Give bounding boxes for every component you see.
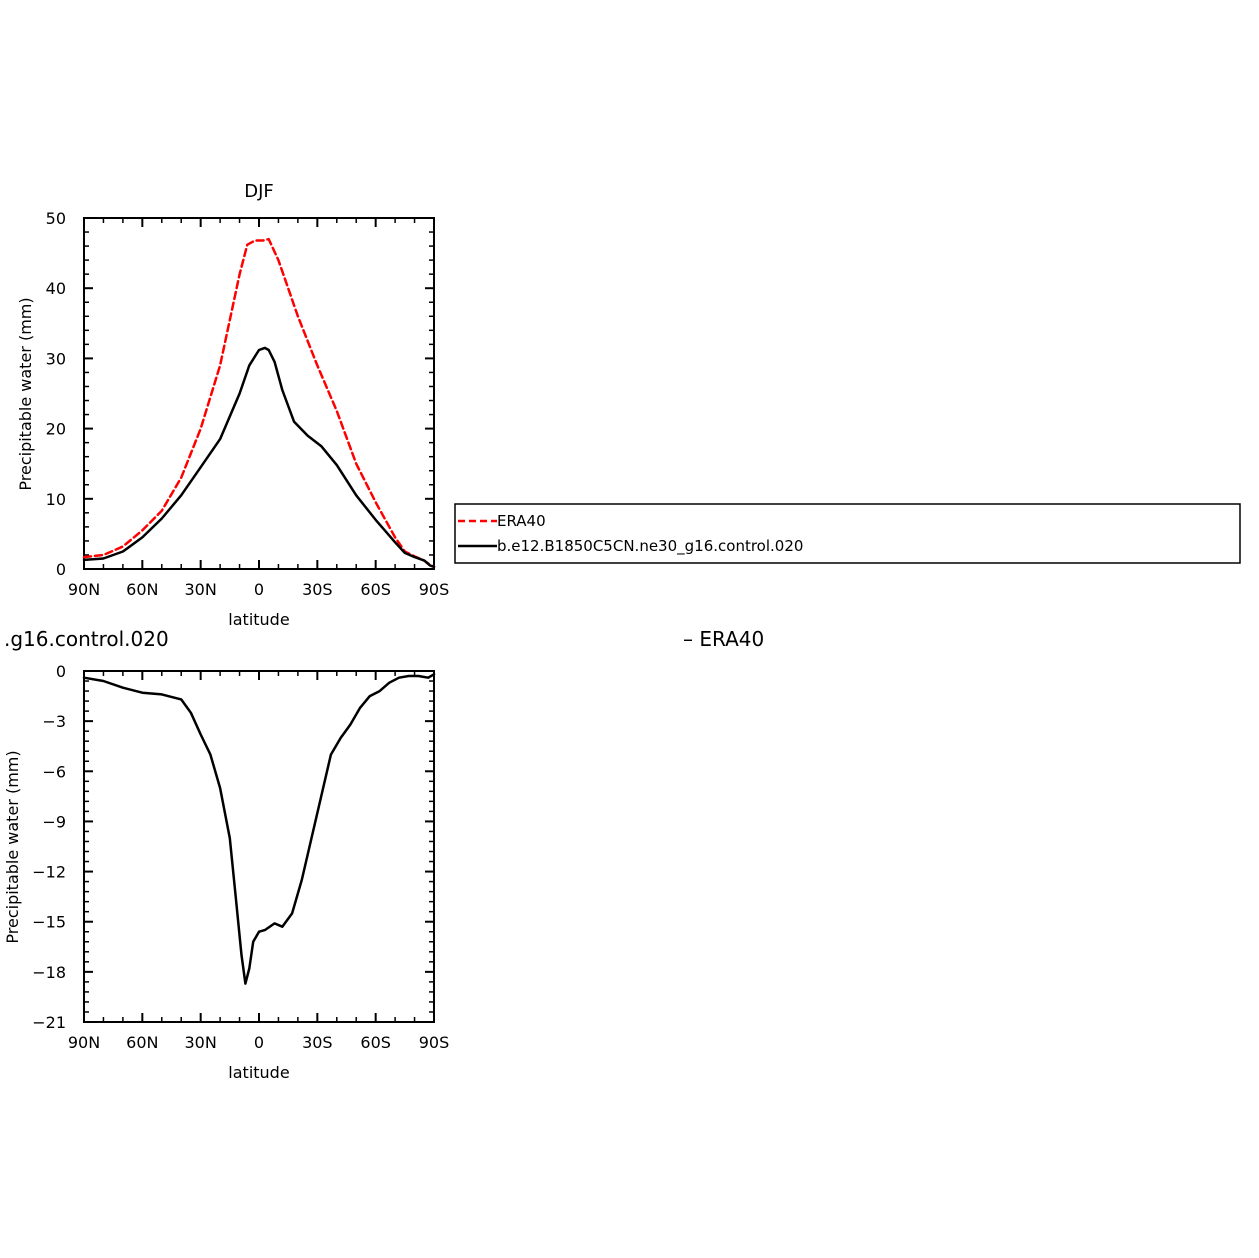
bottom-title-fragment-right: – ERA40 <box>683 627 764 651</box>
top-chart-title: DJF <box>244 181 274 202</box>
bottom-y-tick-label: −12 <box>32 863 66 882</box>
top-x-tick-label: 30N <box>185 580 217 599</box>
bottom-axis-ticks: 90N 60N 30N 0 30S 60S 90S 0 −3 −6 −9 −12 −15 −18 −21 <box>32 662 449 1052</box>
bottom-series-lines <box>82 673 436 985</box>
bottom-x-tick-label: 90S <box>419 1033 450 1052</box>
top-y-axis-label: Precipitable water (mm) <box>16 297 35 490</box>
top-plot-frame <box>83 217 435 570</box>
top-y-tick-label: 40 <box>46 279 66 298</box>
top-series-line-2 <box>82 346 436 569</box>
difference-panel: .g16.control.020 – ERA40 90N 60N 30N 0 30S 60… <box>3 627 764 1082</box>
bottom-y-axis-label: Precipitable water (mm) <box>3 750 22 943</box>
bottom-y-tick-label: −15 <box>32 913 66 932</box>
djf-precipitable-water-panel: DJF 90N 60N 30N 0 30S 60S 90S 0 10 20 30 40 50 latit… <box>16 181 449 629</box>
bottom-title-fragment-left: .g16.control.020 <box>4 627 169 651</box>
bottom-y-tick-label: −18 <box>32 963 66 982</box>
top-y-tick-label: 10 <box>46 490 66 509</box>
bottom-x-tick-label: 0 <box>254 1033 264 1052</box>
legend-label-era40: ERA40 <box>497 512 546 530</box>
bottom-x-tick-label: 90N <box>68 1033 100 1052</box>
bottom-y-tick-label: 0 <box>56 662 66 681</box>
top-x-tick-label: 30S <box>302 580 333 599</box>
top-y-tick-label: 30 <box>46 349 66 368</box>
top-x-tick-label: 60S <box>360 580 391 599</box>
bottom-y-tick-label: −6 <box>42 762 66 781</box>
top-series-line-1 <box>82 237 436 569</box>
bottom-x-axis-label: latitude <box>228 1063 289 1082</box>
top-x-tick-label: 90S <box>419 580 450 599</box>
bottom-x-tick-label: 60N <box>126 1033 158 1052</box>
bottom-x-tick-label: 30N <box>185 1033 217 1052</box>
bottom-x-tick-label: 60S <box>360 1033 391 1052</box>
top-y-tick-label: 20 <box>46 420 66 439</box>
legend-box: ERA40 b.e12.B1850C5CN.ne30_g16.control.0… <box>454 503 1241 564</box>
top-x-tick-label: 60N <box>126 580 158 599</box>
legend-frame <box>454 503 1241 564</box>
top-y-tick-label: 0 <box>56 560 66 579</box>
bottom-series-line-1 <box>82 673 436 985</box>
top-axis-ticks: 90N 60N 30N 0 30S 60S 90S 0 10 20 30 40 50 <box>46 209 450 599</box>
top-y-tick-label: 50 <box>46 209 66 228</box>
top-x-tick-label: 0 <box>254 580 264 599</box>
top-series-lines <box>82 237 436 569</box>
bottom-y-tick-label: −3 <box>42 712 66 731</box>
bottom-y-tick-label: −9 <box>42 812 66 831</box>
bottom-plot-frame <box>83 670 435 1023</box>
top-x-tick-label: 90N <box>68 580 100 599</box>
top-x-axis-label: latitude <box>228 610 289 629</box>
legend-label-model: b.e12.B1850C5CN.ne30_g16.control.020 <box>497 537 803 556</box>
bottom-y-tick-label: −21 <box>32 1013 66 1032</box>
bottom-x-tick-label: 30S <box>302 1033 333 1052</box>
